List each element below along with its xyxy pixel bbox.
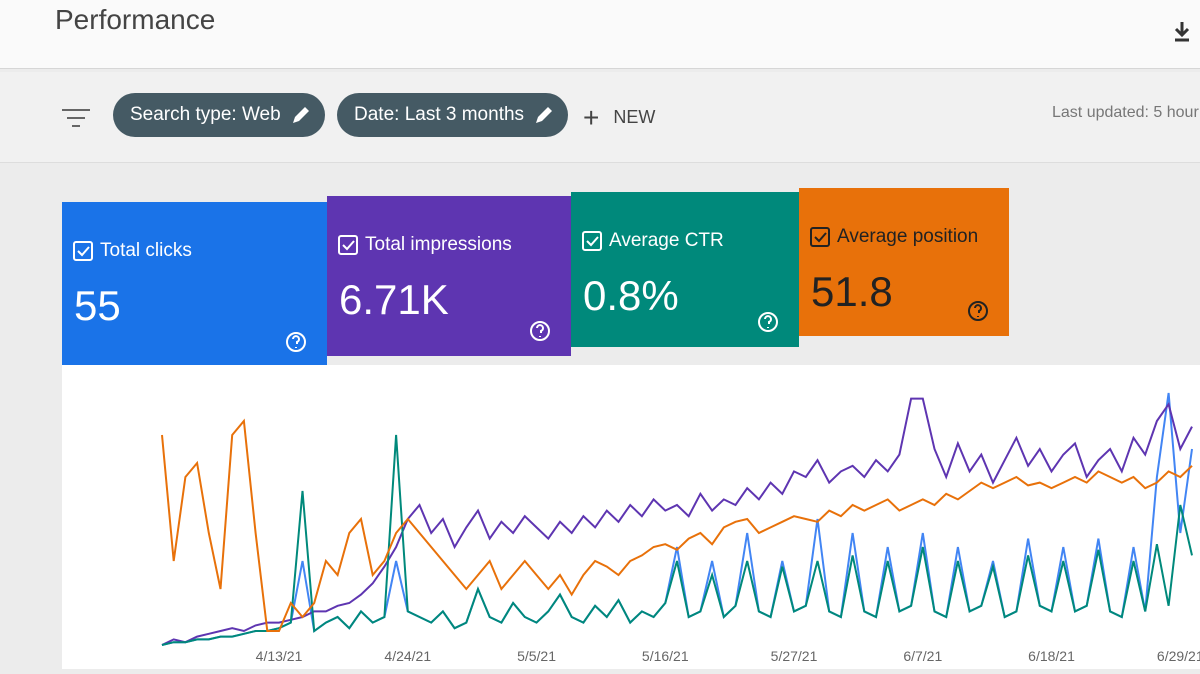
series-line bbox=[161, 392, 1193, 646]
download-icon[interactable] bbox=[1172, 20, 1192, 44]
checkbox[interactable] bbox=[809, 226, 831, 248]
checkbox[interactable] bbox=[72, 240, 94, 262]
last-updated: Last updated: 5 hour bbox=[1052, 104, 1199, 121]
series-line bbox=[161, 418, 1193, 632]
metric-value: 6.71K bbox=[339, 276, 449, 323]
chart-panel: 4/13/21 4/24/21 5/5/21 5/16/21 5/27/21 6/7/21… bbox=[62, 365, 1200, 669]
edit-icon bbox=[536, 107, 553, 123]
chip-label: Date: Last 3 months bbox=[354, 104, 525, 125]
metric-card[interactable]: Average position 51.8 bbox=[799, 188, 1009, 336]
x-tick-label: 4/13/21 bbox=[256, 648, 303, 664]
header: Performance bbox=[0, 0, 1200, 69]
chart: 4/13/21 4/24/21 5/5/21 5/16/21 5/27/21 6/7/21… bbox=[161, 392, 1200, 664]
metric-card[interactable]: Total clicks 55 bbox=[62, 202, 327, 367]
chip-label: Search type: Web bbox=[130, 104, 281, 125]
series-line bbox=[161, 397, 1193, 646]
filter-icon[interactable] bbox=[62, 108, 90, 128]
x-tick-label: 5/16/21 bbox=[642, 648, 689, 664]
x-tick-label: 5/5/21 bbox=[517, 648, 556, 664]
series-line bbox=[161, 434, 1193, 646]
metric-card[interactable]: Average CTR 0.8% bbox=[571, 192, 799, 347]
help-icon[interactable] bbox=[757, 311, 779, 333]
metric-value: 0.8% bbox=[583, 272, 679, 319]
edit-icon bbox=[292, 107, 309, 123]
checkbox[interactable] bbox=[337, 234, 359, 256]
help-icon[interactable] bbox=[967, 300, 989, 322]
metric-value: 55 bbox=[74, 282, 121, 329]
metric-title: Average position bbox=[837, 226, 979, 247]
page-title: Performance bbox=[55, 4, 216, 35]
metric-card[interactable]: Total impressions 6.71K bbox=[327, 196, 571, 356]
metric-value: 51.8 bbox=[811, 268, 893, 315]
filter-chip[interactable]: Search type: Web bbox=[113, 93, 325, 137]
new-label: NEW bbox=[613, 107, 656, 127]
x-tick-label: 5/27/21 bbox=[771, 648, 818, 664]
metric-title: Total impressions bbox=[365, 234, 512, 255]
plus-icon: + bbox=[583, 102, 600, 133]
filter-chip[interactable]: Date: Last 3 months bbox=[337, 93, 569, 137]
filter-bar: Search type: Web Date: Last 3 months + NE… bbox=[0, 72, 1200, 163]
x-tick-label: 4/24/21 bbox=[384, 648, 431, 664]
help-icon[interactable] bbox=[285, 331, 307, 353]
new-button[interactable]: + NEW bbox=[583, 102, 655, 134]
metric-title: Total clicks bbox=[100, 240, 192, 261]
help-icon[interactable] bbox=[529, 320, 551, 342]
x-tick-label: 6/18/21 bbox=[1028, 648, 1075, 664]
checkbox[interactable] bbox=[581, 230, 603, 252]
x-tick-label: 6/7/21 bbox=[903, 648, 942, 664]
x-tick-label: 6/29/21 bbox=[1157, 648, 1200, 664]
metric-title: Average CTR bbox=[609, 230, 724, 251]
